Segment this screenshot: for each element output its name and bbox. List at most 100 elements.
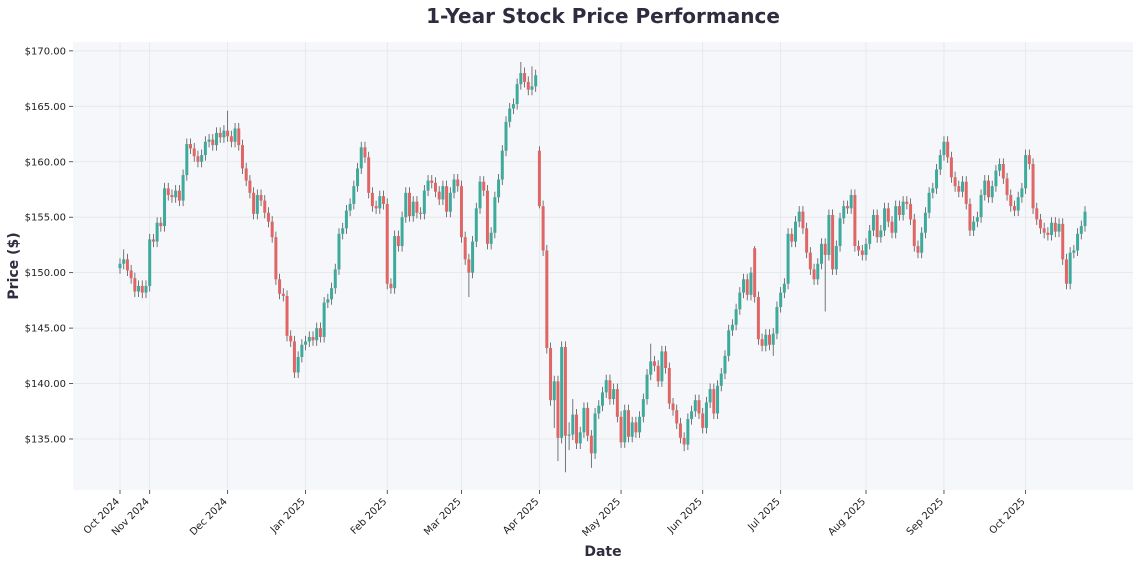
candle-body [975, 217, 979, 222]
candle-body [356, 168, 360, 187]
candle-body [886, 208, 890, 222]
candle-body [567, 434, 571, 436]
candle-body [240, 145, 244, 169]
candle-body [508, 108, 512, 122]
candle-body [656, 365, 660, 382]
candle-body [341, 228, 345, 234]
candle-body [1001, 163, 1005, 179]
candle-body [311, 336, 315, 341]
candle-body [779, 292, 783, 308]
candle-body [497, 179, 501, 198]
candle-body [786, 233, 790, 284]
candle-body [474, 208, 478, 242]
candle-body [634, 422, 638, 433]
candle-body [255, 195, 259, 214]
candle-body [504, 121, 508, 151]
candle-body [686, 419, 690, 445]
x-tick-label: Jun 2025 [665, 496, 705, 536]
candle-body [1016, 197, 1020, 211]
candle-body [571, 414, 575, 435]
candle-body [901, 201, 905, 215]
candle-body [949, 157, 953, 178]
candle-body [608, 380, 612, 400]
candle-body [1072, 250, 1076, 253]
y-tick-label: $165.00 [25, 102, 66, 113]
candle-body [879, 230, 883, 238]
candle-body [166, 188, 170, 196]
candle-body [923, 212, 927, 233]
candle-body [159, 222, 163, 227]
candle-body [582, 407, 586, 433]
candle-body [333, 269, 337, 289]
candle-body [189, 144, 193, 149]
candle-body [300, 344, 304, 357]
candle-body [730, 324, 734, 331]
candle-body [278, 279, 282, 294]
candle-body [935, 169, 939, 189]
candle-body [994, 170, 998, 187]
chart-title: 1-Year Stock Price Performance [426, 4, 780, 28]
candle-body [385, 203, 389, 284]
candle-body [448, 192, 452, 212]
candle-body [270, 221, 274, 238]
candle-body [363, 147, 367, 158]
candle-body [987, 180, 990, 198]
candle-body [370, 192, 374, 207]
candle-body [125, 259, 129, 271]
candle-body [649, 361, 653, 375]
candle-body [537, 150, 541, 207]
candle-body [816, 263, 820, 280]
candle-body [961, 181, 965, 192]
plot-area [73, 42, 1133, 490]
candle-body [575, 414, 579, 444]
candle-body [534, 75, 538, 87]
candle-body [122, 259, 126, 264]
candle-body [1083, 211, 1087, 227]
candle-body [137, 285, 141, 292]
candle-body [604, 380, 608, 393]
candle-body [871, 214, 875, 231]
candle-body [151, 239, 155, 242]
candle-body [322, 302, 326, 337]
candle-body [552, 381, 556, 401]
candle-body [200, 155, 204, 162]
candle-body [1068, 252, 1072, 284]
candle-body [964, 181, 968, 204]
candle-body [463, 237, 467, 260]
candle-body [682, 437, 686, 445]
x-tick-label: Sep 2025 [905, 496, 946, 537]
candle-body [957, 186, 961, 192]
x-tick-label: May 2025 [581, 496, 624, 539]
candle-body [445, 186, 449, 212]
candle-body [998, 163, 1002, 171]
candle-body [348, 203, 352, 211]
candle-body [671, 403, 675, 411]
candle-body [274, 237, 278, 280]
candle-body [664, 351, 668, 369]
candle-body [990, 186, 994, 198]
candle-body [359, 147, 363, 169]
candle-body [352, 186, 356, 204]
candle-body [860, 250, 864, 255]
candle-body [1024, 155, 1028, 189]
candle-body [805, 228, 809, 253]
candle-body [619, 416, 623, 443]
candle-body [838, 218, 842, 247]
candle-body [211, 139, 215, 146]
candle-body [797, 211, 801, 222]
candle-body [118, 263, 122, 269]
candle-body [181, 175, 185, 201]
candle-body [233, 128, 237, 142]
candle-body [177, 190, 181, 201]
y-tick-label: $145.00 [25, 324, 66, 335]
candle-body [675, 410, 679, 424]
candle-body [857, 246, 861, 251]
candle-body [556, 381, 560, 438]
candle-body [1064, 259, 1068, 284]
candle-body [875, 214, 879, 238]
y-tick-label: $160.00 [25, 157, 66, 168]
candle-body [408, 192, 411, 217]
candle-body [129, 270, 133, 279]
candle-body [430, 180, 434, 183]
candle-body [652, 361, 656, 366]
